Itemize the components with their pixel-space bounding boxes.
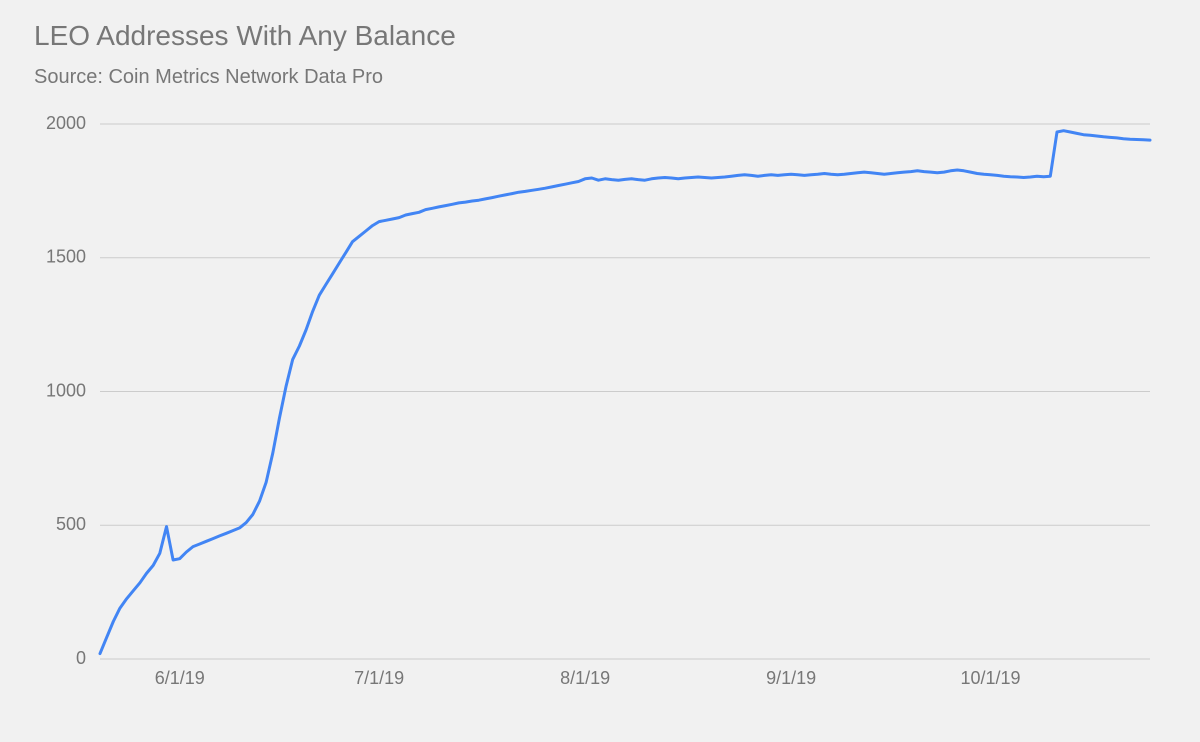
y-axis-label: 500 (56, 514, 86, 534)
chart-title: LEO Addresses With Any Balance (34, 20, 1170, 52)
y-axis-label: 0 (76, 648, 86, 668)
chart-svg: 0 500 1000 1500 2000 6/1/19 7/1/19 8/1/19 9/1/19… (30, 109, 1170, 699)
x-axis-label: 9/1/19 (766, 668, 816, 688)
data-line (100, 131, 1150, 654)
x-axis-label: 6/1/19 (155, 668, 205, 688)
y-axis-label: 2000 (46, 113, 86, 133)
x-axis-label: 7/1/19 (354, 668, 404, 688)
y-axis-label: 1500 (46, 247, 86, 267)
chart-container: LEO Addresses With Any Balance Source: C… (0, 0, 1200, 742)
x-axis-label: 10/1/19 (960, 668, 1020, 688)
y-axis-label: 1000 (46, 380, 86, 400)
chart-subtitle: Source: Coin Metrics Network Data Pro (34, 66, 1170, 89)
plot-area: 0 500 1000 1500 2000 6/1/19 7/1/19 8/1/19 9/1/19… (30, 109, 1170, 699)
x-axis-label: 8/1/19 (560, 668, 610, 688)
